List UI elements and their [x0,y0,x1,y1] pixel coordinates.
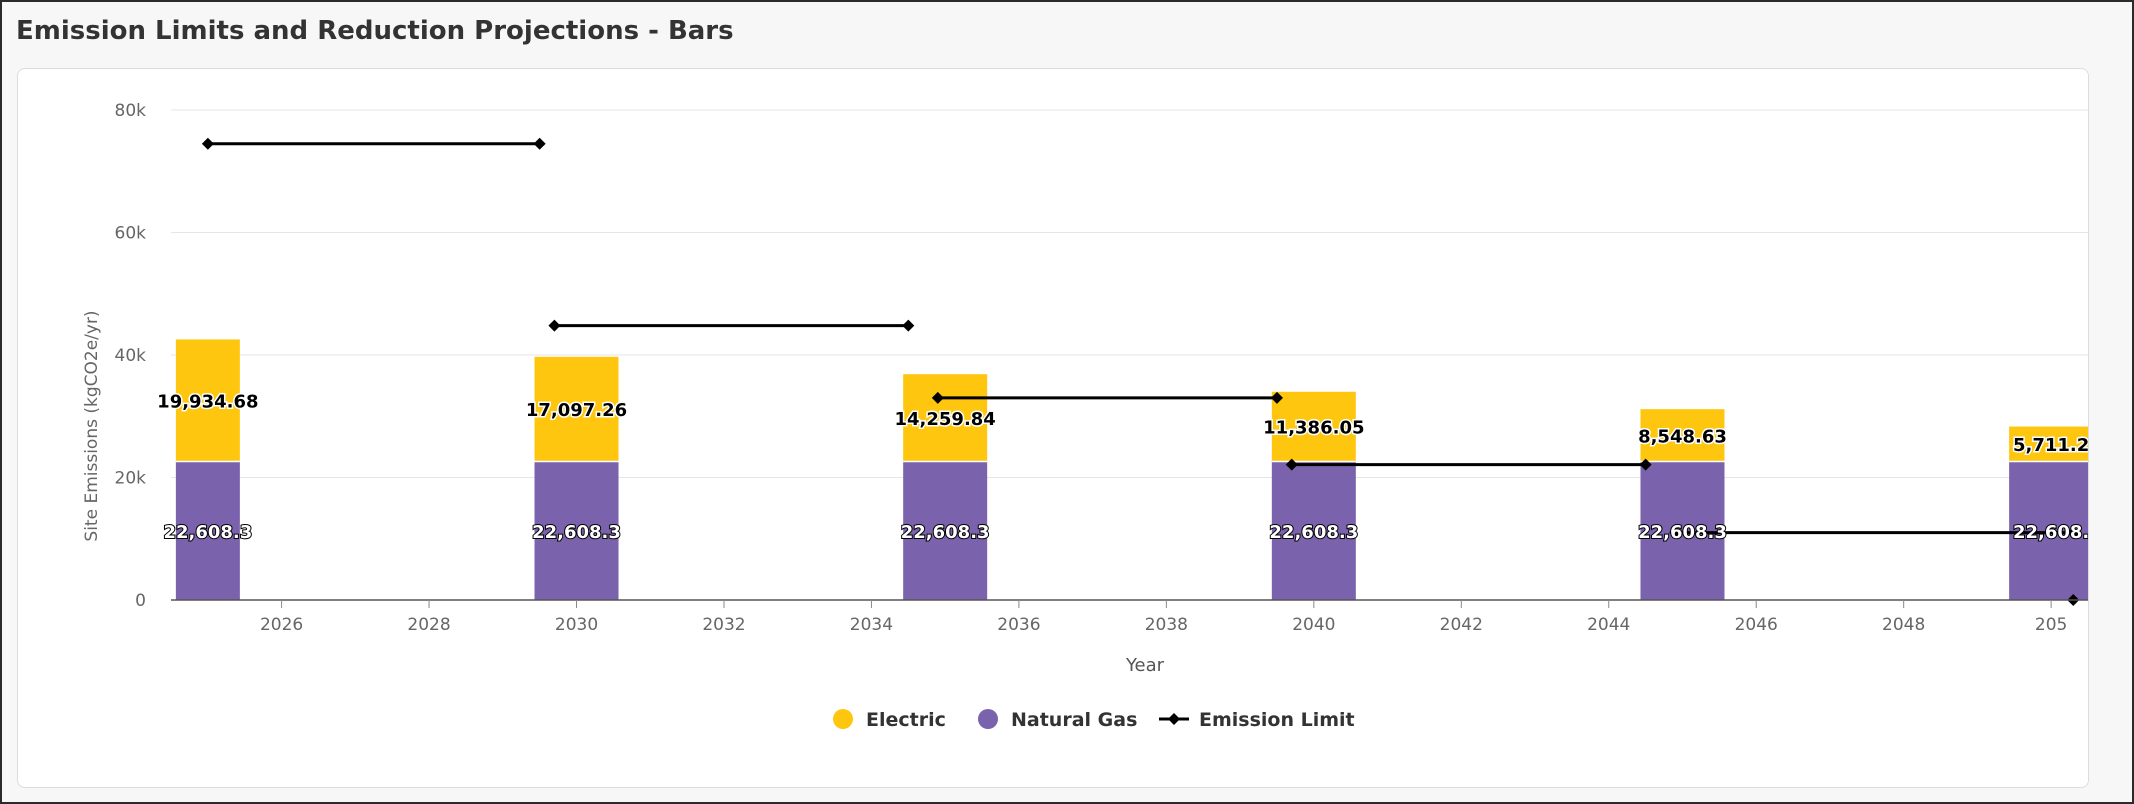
legend-emission-limit-label: Emission Limit [1199,709,1355,731]
data-labels-layer: 22,608.3 19,934.68 22,608.3 17,097.26 22,608… [156,390,2091,544]
y-tick-label: 20k [115,469,147,489]
y-tick-label: 80k [115,101,147,121]
data-label-electric: 17,097.26 [526,400,627,421]
emission-limit-point [533,137,546,150]
data-label-natural-gas: 22,608.3 [532,522,621,543]
data-label-natural-gas: 22,608.3 [1269,522,1358,543]
x-axis-title: Year [1125,655,1165,676]
legend: Electric Natural Gas Emission Limit [833,709,1355,731]
legend-electric-marker [833,709,853,729]
data-label-natural-gas: 22,608. [2013,522,2088,543]
bar-natural-gas [1640,461,1725,600]
bar-natural-gas [175,461,240,600]
x-tick-label: 205 [2035,615,2067,635]
chart-svg: 22,608.3 19,934.68 22,608.3 17,097.26 22,608… [82,101,2094,731]
legend-emission-limit-marker [1168,713,1180,725]
bar-electric [1640,409,1725,462]
emission-limit-point [1270,391,1283,404]
data-label-electric: 5,711.2 [2013,435,2088,456]
y-tick-label: 0 [135,591,146,611]
legend-item-natural-gas[interactable]: Natural Gas [978,709,1137,731]
emission-limit-point [902,319,915,332]
x-tick-label: 2046 [1735,615,1778,635]
data-label-natural-gas: 22,608.3 [163,522,252,543]
emission-limit-point [1669,526,1682,539]
legend-natural-gas-label: Natural Gas [1011,709,1137,731]
x-tick-label: 2036 [997,615,1040,635]
y-axis-title: Site Emissions (kgCO2e/yr) [82,310,102,541]
data-label-electric: 14,259.84 [894,409,995,430]
bar-natural-gas [1271,461,1356,600]
bars-layer [175,339,2094,600]
bar-electric [2009,426,2094,462]
bar-electric [903,374,988,462]
data-label-natural-gas: 22,608.3 [901,522,990,543]
emission-limit-point [201,137,214,150]
emission-limit-point [548,319,561,332]
x-tick-label: 2028 [407,615,450,635]
legend-item-emission-limit[interactable]: Emission Limit [1159,709,1355,731]
axis-layer: 0 20k 40k 60k 80k 2026 2028 2030 2032 2034 2036 203… [115,101,2088,635]
data-label-electric: 11,386.05 [1263,418,1364,439]
x-tick-label: 2032 [702,615,745,635]
x-tick-label: 2026 [260,615,303,635]
bar-natural-gas [2009,461,2094,600]
emission-limit-point [2067,526,2080,539]
emission-limit-point [1639,458,1652,471]
bar-electric [1271,391,1356,462]
bar-electric [534,356,619,462]
data-label-electric: 19,934.68 [157,391,258,412]
bar-electric [175,339,240,462]
x-tick-label: 2030 [555,615,598,635]
y-tick-label: 60k [115,224,147,244]
data-label-electric: 8,548.63 [1638,426,1727,447]
x-tick-label: 2042 [1440,615,1483,635]
legend-item-electric[interactable]: Electric [833,709,946,731]
legend-natural-gas-marker [978,709,998,729]
grid-layer [171,109,2088,478]
panel-title: Emission Limits and Reduction Projection… [16,16,734,46]
emission-limit-point [931,391,944,404]
data-label-natural-gas: 22,608.3 [1638,522,1727,543]
bar-natural-gas [903,461,988,600]
bar-natural-gas [534,461,619,600]
x-tick-label: 2044 [1587,615,1630,635]
y-tick-label: 40k [115,346,147,366]
limit-layer [201,137,2080,606]
x-tick-label: 2040 [1292,615,1335,635]
x-tick-label: 2038 [1145,615,1188,635]
chart-card: 22,608.3 19,934.68 22,608.3 17,097.26 22,608… [17,68,2094,788]
emission-limit-point [1285,458,1298,471]
x-tick-label: 2034 [850,615,893,635]
x-tick-label: 2048 [1882,615,1925,635]
legend-electric-label: Electric [866,709,946,731]
